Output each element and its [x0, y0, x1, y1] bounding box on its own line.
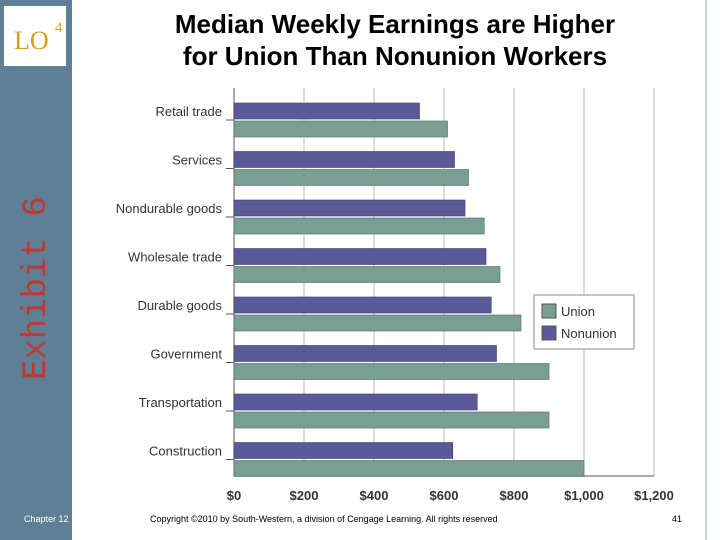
x-tick-label: $600: [430, 488, 459, 503]
x-tick-label: $1,000: [564, 488, 604, 503]
category-label: Transportation: [139, 395, 222, 410]
slide-edge-line: [705, 0, 707, 540]
copyright-text: Copyright ©2010 by South-Western, a divi…: [150, 514, 498, 524]
bar-union: [233, 411, 550, 429]
legend-label-union: Union: [561, 304, 595, 319]
bar-nonunion: [233, 248, 487, 265]
bar-union: [233, 120, 448, 138]
x-tick-label: $0: [227, 488, 241, 503]
category-labels: Retail trade Services Nondurable goods Whol…: [116, 104, 223, 459]
earnings-chart: Retail trade Services Nondurable goods Whol…: [116, 88, 674, 503]
bar-union: [233, 169, 469, 186]
x-tick-label: $400: [360, 488, 389, 503]
x-tick-label: $200: [290, 488, 319, 503]
bars: [233, 102, 585, 477]
title-line-1: Median Weekly Earnings are Higher: [174, 9, 616, 39]
bar-union: [233, 460, 585, 477]
category-label: Services: [172, 153, 222, 168]
x-tick-labels: $0 $200 $400 $600 $800 $1,000 $1,200: [227, 488, 674, 503]
page-number: 41: [672, 514, 683, 524]
bar-union: [233, 217, 485, 235]
x-tick-label: $1,200: [634, 488, 674, 503]
legend-label-nonunion: Nonunion: [561, 326, 617, 341]
slide-title: Median Weekly Earnings are Higher for Un…: [95, 8, 695, 72]
legend-swatch-nonunion: [541, 325, 557, 341]
bar-union: [233, 266, 501, 283]
legend: Union Nonunion: [533, 294, 635, 350]
category-label: Construction: [149, 444, 222, 459]
bar-nonunion: [233, 199, 466, 217]
bar-nonunion: [233, 393, 478, 411]
bar-nonunion: [233, 151, 455, 168]
bar-union: [233, 363, 550, 380]
category-label: Retail trade: [156, 104, 222, 119]
sidebar: LO 4 Exhibit 6 Chapter 12: [0, 0, 72, 540]
bar-nonunion: [233, 296, 492, 314]
lo-number: 4: [55, 20, 63, 36]
category-label: Government: [150, 347, 222, 362]
lo-label: LO: [14, 26, 49, 55]
exhibit-label: Exhibit 6: [18, 196, 56, 380]
x-tick-label: $800: [500, 488, 529, 503]
legend-swatch-union: [541, 303, 557, 319]
title-line-2: for Union Than Nonunion Workers: [182, 41, 608, 71]
lo-badge: LO 4: [4, 6, 66, 66]
chapter-label: Chapter 12: [24, 514, 69, 524]
category-label: Durable goods: [137, 298, 222, 313]
category-label: Nondurable goods: [116, 201, 223, 216]
bar-nonunion: [233, 442, 454, 459]
bar-nonunion: [233, 102, 420, 120]
bar-union: [233, 314, 522, 332]
category-label: Wholesale trade: [128, 250, 222, 265]
bar-nonunion: [233, 345, 497, 362]
